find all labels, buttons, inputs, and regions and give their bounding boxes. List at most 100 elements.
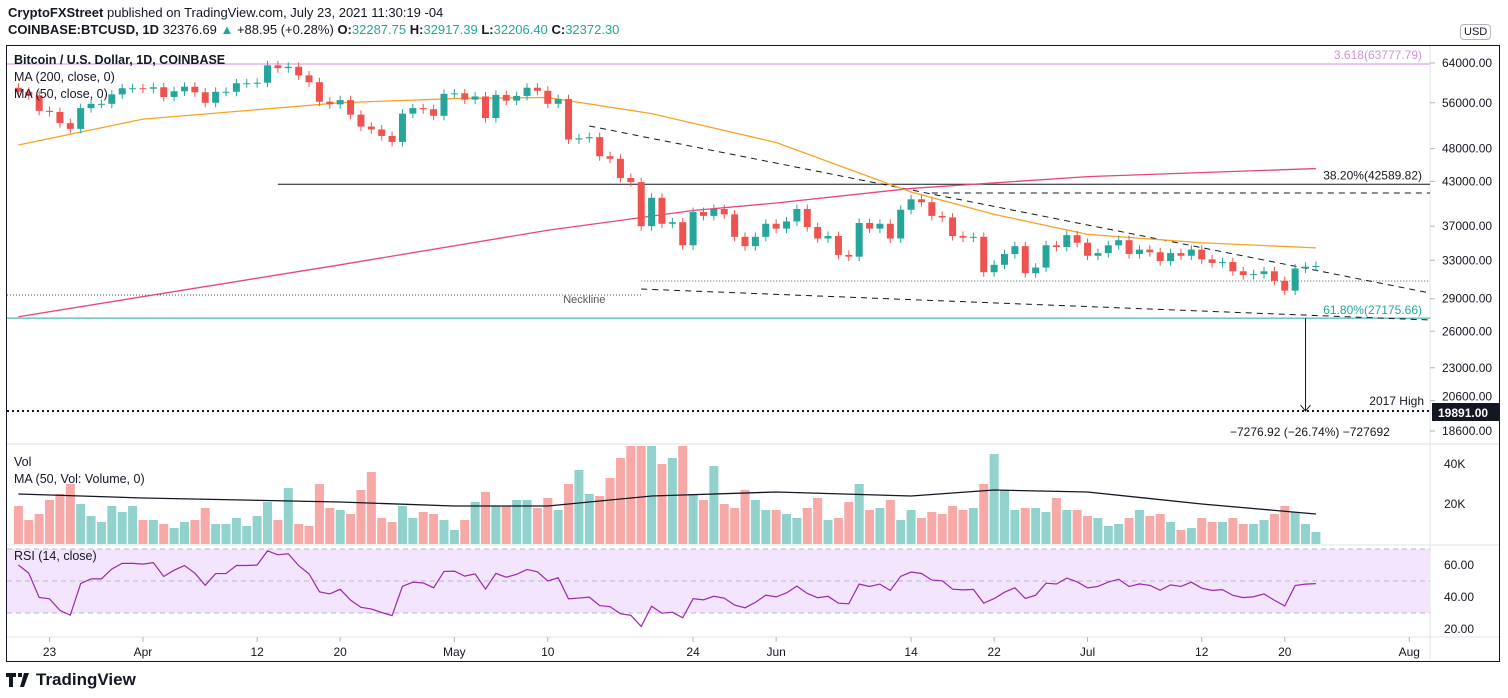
fib-618-label: 61.80%(27175.66)	[1323, 303, 1422, 317]
volume-bar	[989, 454, 999, 544]
volume-bar	[325, 508, 335, 544]
volume-bar	[813, 498, 823, 544]
volume-bar	[1217, 522, 1227, 544]
volume-tick-label: 40K	[1444, 457, 1465, 471]
candle-body	[471, 96, 479, 100]
candle-body	[1032, 267, 1040, 274]
candle-body	[658, 197, 666, 224]
volume-bar	[1083, 516, 1093, 544]
close-label: C:	[551, 22, 566, 37]
candle-body	[533, 87, 541, 91]
volume-bar	[896, 520, 906, 544]
volume-bar	[283, 488, 293, 544]
volume-bar	[605, 478, 615, 544]
volume-bar	[1093, 518, 1103, 544]
fib-3618-label: 3.618(63777.79)	[1334, 48, 1422, 62]
legend-vol-ma[interactable]: MA (50, Vol: Volume, 0)	[14, 472, 145, 486]
candle-body	[1229, 262, 1237, 272]
candle-body	[97, 103, 105, 105]
high-value: 32917.39	[423, 22, 478, 37]
candle-body	[1208, 259, 1216, 263]
candle-body	[741, 236, 749, 247]
price-tick-label: 18600.00	[1442, 424, 1492, 438]
volume-bar	[65, 484, 75, 544]
candle-body	[1021, 246, 1029, 274]
legend-vol[interactable]: Vol	[14, 455, 32, 469]
candle-body	[648, 197, 656, 227]
volume-bar	[553, 510, 563, 544]
candle-body	[315, 82, 323, 102]
candle-body	[492, 94, 500, 119]
volume-bar	[532, 508, 542, 544]
publish-info: CryptoFXStreet published on TradingView.…	[8, 5, 443, 20]
rsi-tick-label: 20.00	[1444, 622, 1474, 636]
price-tick-label: 33000.00	[1442, 253, 1492, 267]
volume-bar	[875, 508, 885, 544]
volume-bar	[159, 524, 169, 544]
candle-body	[66, 123, 74, 129]
candle-body	[803, 208, 811, 227]
legend-ma50[interactable]: MA (50, close, 0)	[14, 87, 108, 101]
open-value: 32287.75	[351, 22, 407, 37]
legend-rsi[interactable]: RSI (14, close)	[14, 549, 97, 563]
candle-body	[305, 75, 313, 83]
volume-bar	[761, 510, 771, 544]
candle-body	[118, 88, 126, 95]
tradingview-logo-icon	[6, 673, 29, 687]
volume-bar	[501, 506, 511, 544]
volume-bar	[242, 526, 252, 544]
volume-bar	[221, 524, 231, 544]
volume-bar	[782, 514, 792, 544]
ma50-line	[18, 96, 1316, 249]
symbol: COINBASE:BTCUSD, 1D	[8, 22, 159, 37]
volume-bar	[1197, 518, 1207, 544]
volume-bar	[1041, 512, 1051, 544]
candle-body	[1073, 235, 1081, 243]
x-tick-label: 12	[250, 645, 264, 659]
candle-body	[274, 65, 282, 69]
volume-bar	[387, 522, 397, 544]
chart-frame	[6, 45, 1500, 662]
legend-title: Bitcoin / U.S. Dollar, 1D, COINBASE	[14, 53, 226, 67]
candle-body	[46, 110, 54, 112]
open-label: O:	[337, 22, 352, 37]
candle-body	[482, 96, 489, 119]
candle-body	[14, 87, 22, 92]
candle-body	[886, 223, 894, 239]
volume-bar	[481, 492, 490, 544]
x-tick-label: 24	[686, 645, 700, 659]
candle-body	[326, 101, 334, 105]
candle-body	[430, 109, 438, 116]
volume-bar	[1269, 514, 1279, 544]
volume-bar	[512, 500, 522, 544]
price-tick-label: 26000.00	[1442, 324, 1492, 338]
candle-body	[907, 199, 915, 210]
neckline-label: Neckline	[563, 294, 605, 306]
volume-bar	[211, 524, 221, 544]
candle-body	[575, 138, 583, 140]
volume-bar	[1290, 512, 1300, 544]
candle-body	[1198, 249, 1206, 260]
volume-bar	[408, 518, 418, 544]
volume-bar	[273, 520, 283, 544]
volume-bar	[958, 510, 968, 544]
candle-body	[357, 114, 365, 127]
candle-body	[502, 94, 510, 101]
currency-button[interactable]: USD	[1460, 24, 1492, 40]
candle-body	[689, 212, 697, 246]
candle-body	[917, 199, 925, 203]
candle-body	[990, 264, 998, 273]
volume-bar	[491, 506, 501, 544]
volume-bar	[802, 508, 812, 544]
price-tick-label: 64000.00	[1442, 56, 1492, 70]
candle-body	[1146, 249, 1154, 253]
candle-body	[928, 202, 936, 216]
volume-bar	[55, 494, 65, 544]
candle-body	[772, 223, 780, 229]
volume-bar	[86, 516, 96, 544]
legend-ma200[interactable]: MA (200, close, 0)	[14, 70, 115, 84]
candle-body	[627, 177, 635, 183]
candle-body	[108, 94, 116, 104]
candle-body	[191, 86, 199, 93]
